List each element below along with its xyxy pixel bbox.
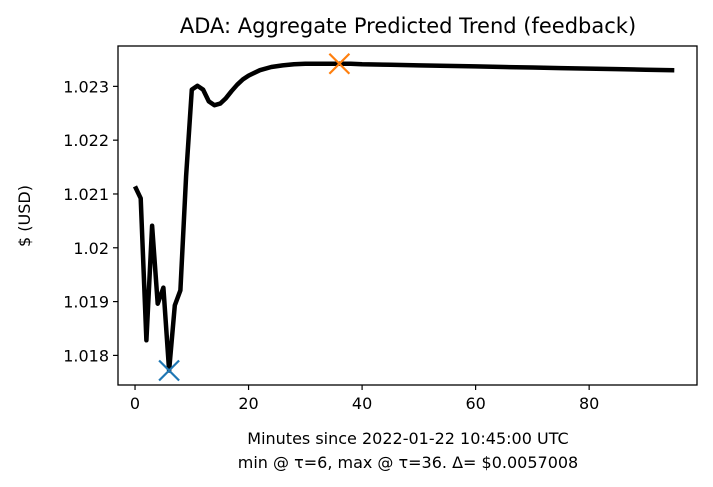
x-tick-label: 40 xyxy=(352,394,372,413)
y-tick-label: 1.021 xyxy=(63,185,109,204)
marker-stroke xyxy=(158,359,180,382)
plot-area xyxy=(132,52,675,382)
max-marker xyxy=(328,52,351,75)
marker-stroke xyxy=(328,52,351,75)
y-axis-label: $ (USD) xyxy=(15,185,34,247)
chart-title: ADA: Aggregate Predicted Trend (feedback… xyxy=(180,14,636,38)
x-tick-label: 0 xyxy=(130,394,140,413)
min-marker xyxy=(158,359,180,382)
y-tick-label: 1.022 xyxy=(63,131,109,150)
x-tick-label: 80 xyxy=(579,394,599,413)
x-axis-label: Minutes since 2022-01-22 10:45:00 UTC xyxy=(247,429,568,448)
series-line xyxy=(132,61,675,373)
y-tick-label: 1.02 xyxy=(73,239,109,258)
x-axis-sublabel: min @ τ=6, max @ τ=36. Δ= $0.0057008 xyxy=(238,453,578,472)
plot-frame xyxy=(117,45,698,386)
y-tick-label: 1.019 xyxy=(63,293,109,312)
axis-ticks: 0 20 40 60 80 1.018 1.019 1.02 1.021 1.022 1.023 xyxy=(63,77,599,413)
y-tick-label: 1.018 xyxy=(63,346,109,365)
x-tick-label: 20 xyxy=(238,394,258,413)
x-tick-label: 60 xyxy=(465,394,485,413)
y-tick-label: 1.023 xyxy=(63,77,109,96)
